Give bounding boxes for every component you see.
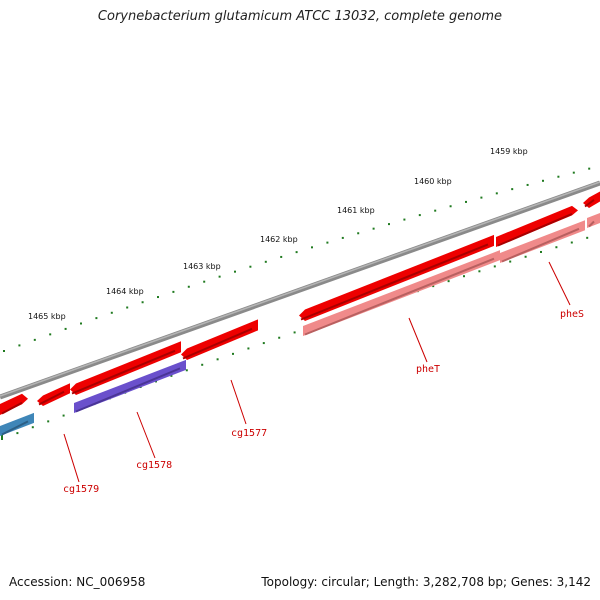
leader-cg1579 xyxy=(63,433,80,483)
scale-label-1460: 1460 kbp xyxy=(414,177,452,186)
scale-label-1459: 1459 kbp xyxy=(490,147,528,156)
scale-label-1462: 1462 kbp xyxy=(260,235,298,244)
gene-right-edge-shade xyxy=(584,199,595,208)
leader-phet xyxy=(408,317,428,363)
scale-label-1461: 1461 kbp xyxy=(337,206,375,215)
gene-phet-shade xyxy=(300,243,489,321)
leader-phes xyxy=(548,261,571,306)
scale-label-1463: 1463 kbp xyxy=(183,262,221,271)
gene-cg1579-shade xyxy=(38,390,65,406)
gene-cg1578-shade xyxy=(75,367,181,413)
gene-label-phes: pheS xyxy=(560,309,584,320)
gene-phet-rev-shade xyxy=(304,257,495,336)
gene-features xyxy=(0,191,600,436)
gene-label-cg1578: cg1578 xyxy=(136,460,172,471)
gene-cg1578-fwd xyxy=(70,341,181,395)
scale-label-1465: 1465 kbp xyxy=(28,312,66,321)
gene-cg1579-left-shade xyxy=(1,401,23,415)
gene-label-phet: pheT xyxy=(416,364,440,375)
backbone-line xyxy=(0,180,600,400)
gene-phes-rev-shade xyxy=(501,227,580,263)
outer-tick-ring xyxy=(3,167,591,353)
gene-cg1577 xyxy=(181,319,258,360)
accession-text: Accession: NC_006958 xyxy=(9,575,146,589)
gene-label-cg1577: cg1577 xyxy=(231,428,267,439)
gene-right-edge-rev-shade xyxy=(588,220,595,228)
gene-phet xyxy=(299,234,494,321)
gene-phes-shade xyxy=(497,213,573,247)
leader-cg1578 xyxy=(136,411,156,459)
gene-cg1577-shade xyxy=(182,327,253,360)
gene-cg1578-fwd-shade xyxy=(71,349,176,395)
genome-backbone xyxy=(0,180,600,400)
genome-summary-text: Topology: circular; Length: 3,282,708 bp… xyxy=(261,575,591,589)
leader-cg1577 xyxy=(230,379,247,425)
gene-blue-shade xyxy=(1,420,29,436)
map-title: Corynebacterium glutamicum ATCC 13032, c… xyxy=(97,9,503,24)
label-leader-lines xyxy=(63,261,571,483)
backbone-highlight xyxy=(0,181,600,397)
inner-tick-ring xyxy=(1,236,589,441)
gene-label-cg1579: cg1579 xyxy=(63,484,99,495)
scale-label-1464: 1464 kbp xyxy=(106,287,144,296)
